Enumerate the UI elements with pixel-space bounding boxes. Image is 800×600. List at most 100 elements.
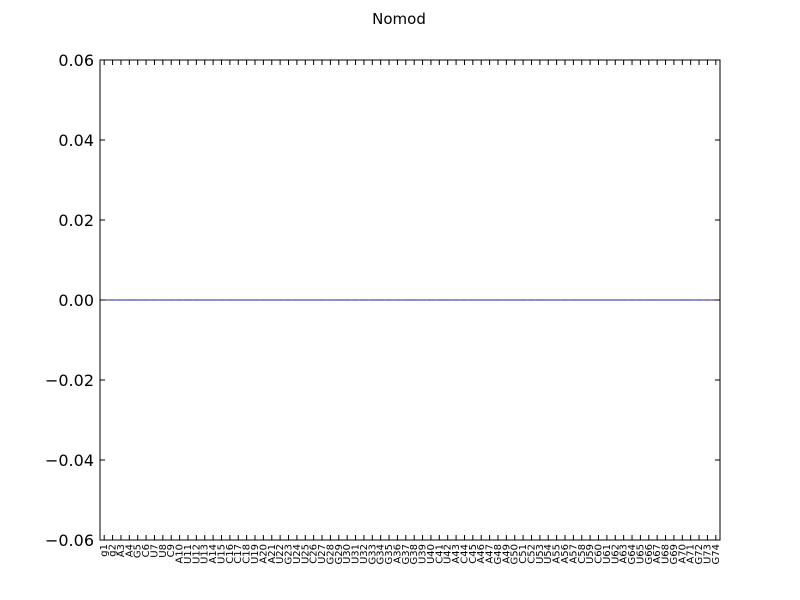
x-tick-label: C17 <box>233 544 244 564</box>
x-tick-label: U11 <box>183 544 194 564</box>
x-tick-label: U39 <box>418 544 429 564</box>
bar <box>485 299 494 301</box>
x-tick-label: G23 <box>284 544 295 564</box>
x-tick-label: A49 <box>501 544 512 564</box>
bar <box>217 299 226 301</box>
bar <box>577 299 586 301</box>
x-tick-label: U30 <box>342 544 353 564</box>
x-tick-label: G28 <box>325 544 336 564</box>
x-tick-label: U68 <box>661 544 672 564</box>
x-tick-label: U73 <box>702 544 713 564</box>
bar <box>183 299 193 301</box>
x-tick-label: G72 <box>694 544 705 564</box>
bar <box>150 299 159 301</box>
x-tick-label: U31 <box>351 544 362 564</box>
bar <box>468 299 478 301</box>
bar <box>141 299 151 301</box>
x-tick-label: U22 <box>275 544 286 564</box>
bar <box>602 299 612 301</box>
x-tick-label: A46 <box>476 544 487 564</box>
bar <box>460 299 469 301</box>
x-tick-label: C45 <box>468 544 479 564</box>
bar <box>259 299 268 301</box>
bar <box>669 299 679 301</box>
bar <box>225 299 235 301</box>
bar <box>544 299 553 301</box>
x-tick-label: C51 <box>518 544 529 564</box>
x-tick-label: U8 <box>158 544 169 558</box>
bar <box>418 299 427 301</box>
bar <box>426 299 436 301</box>
x-tick-label: C18 <box>242 544 253 564</box>
x-tick-label: U32 <box>359 544 370 564</box>
x-tick-label: C16 <box>225 544 236 564</box>
x-tick-label: A20 <box>258 544 269 564</box>
x-tick-label: G35 <box>384 544 395 564</box>
bar <box>619 299 628 301</box>
x-tick-label: U54 <box>543 544 554 564</box>
x-tick-label: G38 <box>409 544 420 564</box>
bar <box>158 299 168 301</box>
x-tick-label: A4 <box>124 544 135 557</box>
bar <box>694 299 704 301</box>
bar <box>267 299 276 301</box>
plot-frame <box>99 59 721 541</box>
x-tick-label: C52 <box>526 544 537 564</box>
bar <box>351 299 360 301</box>
bar <box>569 299 578 301</box>
bar <box>435 299 444 301</box>
x-tick-label: C26 <box>309 544 320 564</box>
bar <box>376 299 385 301</box>
x-tick-label: U25 <box>300 544 311 564</box>
bar <box>652 299 662 301</box>
bar <box>133 299 142 301</box>
bar <box>116 299 126 301</box>
bar <box>527 299 536 301</box>
bar <box>636 299 645 301</box>
x-tick-label: U24 <box>292 544 303 564</box>
bar <box>585 299 595 301</box>
x-tick-label: A56 <box>560 544 571 564</box>
x-tick-label: G5 <box>133 544 144 558</box>
x-tick-label: U53 <box>535 544 546 564</box>
bar <box>594 299 603 301</box>
bar <box>208 299 218 301</box>
bar <box>317 299 327 301</box>
bar <box>401 299 410 301</box>
x-tick-label: G50 <box>510 544 521 564</box>
x-tick-label: C44 <box>459 544 470 564</box>
x-tick-label: A36 <box>392 544 403 564</box>
x-tick-label: A55 <box>552 544 563 564</box>
x-tick-label: U12 <box>191 544 202 564</box>
bar <box>661 299 670 301</box>
y-tick-label: −0.06 <box>45 531 94 550</box>
x-tick-label: U13 <box>200 544 211 564</box>
bar <box>393 299 402 301</box>
x-tick-label: G69 <box>669 544 680 564</box>
x-tick-label: A63 <box>619 544 630 564</box>
x-tick-label: U19 <box>250 544 261 564</box>
x-tick-label: G48 <box>493 544 504 564</box>
x-tick-label: G64 <box>627 544 638 564</box>
bar <box>275 299 285 301</box>
y-tick-label: 0.06 <box>58 51 94 70</box>
bar <box>368 299 377 301</box>
x-tick-label: U40 <box>426 544 437 564</box>
x-tick-label: C9 <box>166 544 177 557</box>
bar <box>686 299 695 301</box>
x-tick-label: U59 <box>585 544 596 564</box>
bar <box>108 299 117 301</box>
x-tick-label: g2 <box>108 544 119 557</box>
x-tick-label: A3 <box>116 544 127 557</box>
x-tick-label: U42 <box>443 544 454 564</box>
x-tick-label: C58 <box>577 544 588 564</box>
bar <box>627 299 637 301</box>
bar <box>342 299 352 301</box>
bar <box>502 299 511 301</box>
bar <box>477 299 486 301</box>
x-tick-label: A70 <box>677 544 688 564</box>
y-tick-label: 0.02 <box>58 211 94 230</box>
x-tick-label: C60 <box>594 544 605 564</box>
x-tick-label: G29 <box>334 544 345 564</box>
bar <box>242 299 251 301</box>
